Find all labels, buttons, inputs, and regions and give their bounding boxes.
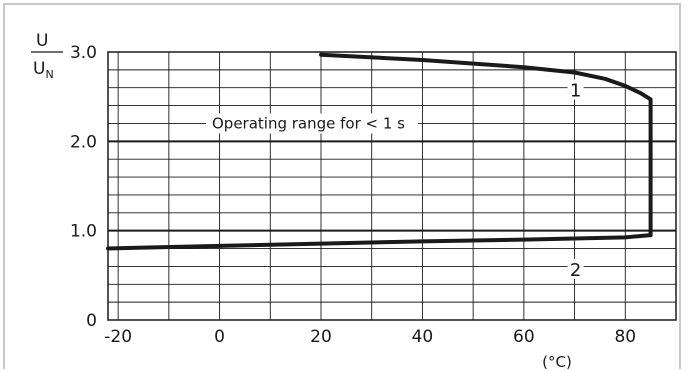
y-tick-labels: 0 1.0 2.0 3.0 [70,43,97,331]
x-tick-label: 20 [310,327,332,347]
y-axis-label-denominator: UN [33,59,54,81]
x-axis-label: (°C) [542,353,572,371]
series-label-background-2 [567,259,584,280]
plot-area [107,51,677,321]
series-labels: 12 [567,79,584,281]
y-axis-label-numerator: U [36,31,48,51]
annotation-background [206,113,418,134]
series-line-2 [106,233,653,251]
major-grid [108,140,676,232]
x-tick-label: 40 [412,327,434,347]
series-line-1 [319,52,653,238]
series-label-background-1 [567,79,584,100]
series-layer [106,52,653,251]
chart-frame [3,3,681,369]
minor-grid [108,52,677,320]
series-label-2: 2 [570,260,581,281]
y-tick-label: 3.0 [70,43,97,63]
x-tick-label: 80 [614,327,636,347]
series-label-1: 1 [570,81,581,102]
y-tick-label: 1.0 [70,222,97,242]
x-tick-labels: -20 0 20 40 60 80 [104,327,636,347]
y-axis-label-denominator-main: U [33,59,45,79]
x-tick-label: 60 [513,327,535,347]
annotation-operating-range: Operating range for < 1 s [212,114,405,132]
y-tick-label: 2.0 [70,132,97,152]
x-tick-label: 0 [214,327,225,347]
y-axis-label-denominator-subscript: N [45,68,53,81]
y-tick-label: 0 [86,311,97,331]
x-tick-label: -20 [104,327,132,347]
